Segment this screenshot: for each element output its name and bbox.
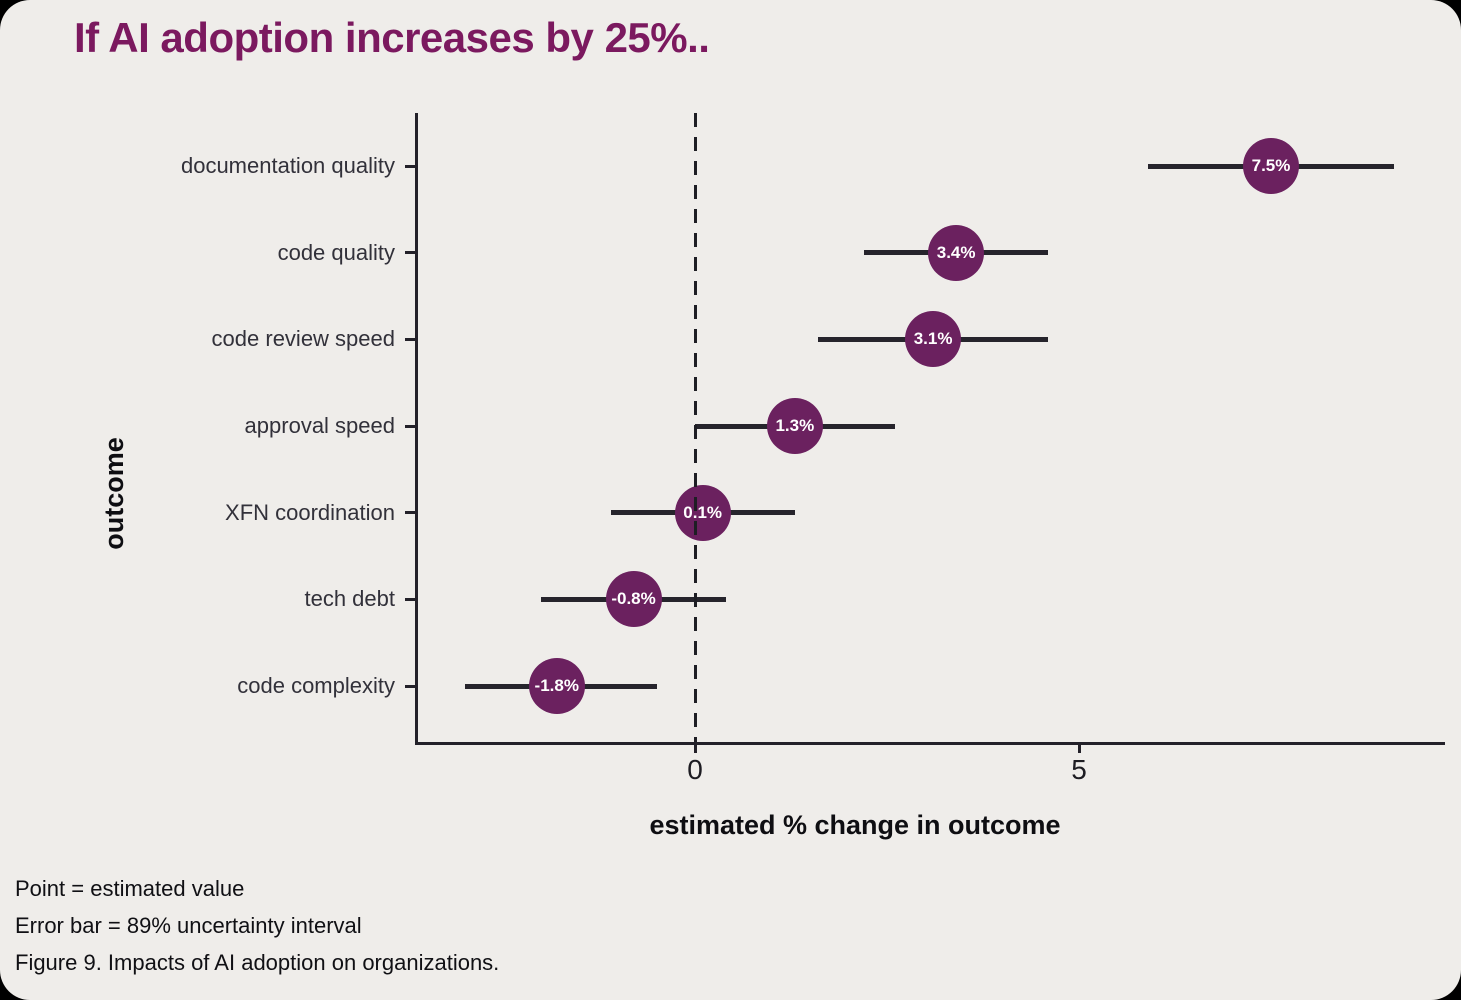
- estimate-point-label: 0.1%: [683, 502, 723, 522]
- estimate-point: 7.5%: [1243, 138, 1299, 194]
- estimate-point: 3.1%: [905, 311, 962, 368]
- y-axis-line: [415, 113, 418, 745]
- zero-reference-line: [694, 113, 697, 742]
- category-label: code quality: [277, 239, 395, 265]
- caption-point-note: Point = estimated value: [15, 876, 245, 901]
- category-label: documentation quality: [180, 153, 395, 178]
- estimate-point: 1.3%: [766, 398, 823, 454]
- estimate-point: -1.8%: [528, 658, 585, 715]
- y-axis-tick: [405, 164, 416, 168]
- chart-title: If AI adoption increases by 25%..: [74, 14, 710, 61]
- x-axis-tick-label: 0: [687, 754, 703, 785]
- x-axis-tick-label: 5: [1071, 754, 1087, 785]
- estimate-point-label: 1.3%: [775, 416, 815, 435]
- caption-figure-number: Figure 9. Impacts of AI adoption on orga…: [15, 950, 500, 975]
- estimate-point: 0.1%: [674, 484, 731, 541]
- y-axis-title: outcome: [98, 437, 129, 550]
- y-axis-tick: [405, 684, 416, 688]
- x-axis-tick: [1077, 742, 1081, 753]
- category-label: approval speed: [244, 413, 395, 438]
- estimate-point-label: -1.8%: [534, 676, 579, 696]
- category-label: code review speed: [211, 326, 395, 352]
- y-axis-tick: [405, 424, 416, 428]
- figure-caption: Point = estimated value Error bar = 89% …: [15, 870, 499, 981]
- y-axis-tick: [405, 337, 416, 341]
- y-axis-tick: [405, 251, 416, 255]
- x-axis-tick: [693, 742, 697, 753]
- estimate-point: -0.8%: [605, 571, 662, 628]
- category-label: tech debt: [304, 586, 395, 612]
- category-label: XFN coordination: [225, 499, 395, 525]
- y-axis-tick: [405, 597, 416, 601]
- estimate-point-label: 3.4%: [936, 242, 976, 262]
- estimate-point: 3.4%: [928, 224, 985, 281]
- x-axis-line: [415, 742, 1445, 745]
- caption-errorbar-note: Error bar = 89% uncertainty interval: [15, 913, 362, 938]
- estimate-point-label: 7.5%: [1251, 156, 1291, 175]
- y-axis-tick: [405, 511, 416, 515]
- x-axis-title: estimated % change in outcome: [649, 810, 1061, 840]
- estimate-point-label: 3.1%: [913, 329, 953, 349]
- category-label: code complexity: [237, 673, 395, 699]
- estimate-point-label: -0.8%: [611, 589, 656, 609]
